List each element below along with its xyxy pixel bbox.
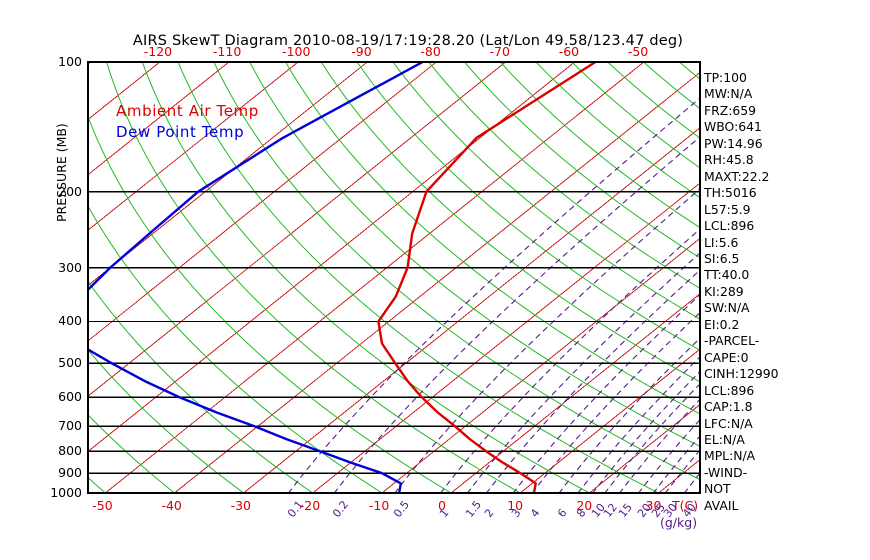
parameter-cinh12990-18: CINH:12990 [704, 366, 779, 382]
x-axis-tick-30: 30 [645, 498, 662, 513]
parameter-cap1.8-20: CAP:1.8 [704, 399, 753, 415]
parameter-frz659-2: FRZ:659 [704, 102, 757, 118]
parameter-swna-14: SW:N/A [704, 300, 750, 316]
legend-dew-point-temp: Dew Point Temp [116, 123, 245, 141]
y-axis-tick-300: 300 [58, 259, 82, 275]
mixing-ratio-title: (g/kg) [660, 515, 698, 530]
x-axis-tick-10: 10 [507, 498, 524, 513]
x-axis-top-tick--70: -70 [489, 44, 510, 59]
x-axis-top-tick--100: -100 [282, 44, 311, 59]
x-axis-tick--40: -40 [161, 498, 182, 513]
parameter-lcl896-19: LCL:896 [704, 382, 755, 398]
x-axis-tick--20: -20 [299, 498, 321, 513]
x-axis-tick--10: -10 [368, 498, 390, 513]
parameter-ki289-13: KI:289 [704, 283, 744, 299]
parameter-l575.9-8: L57:5.9 [704, 201, 751, 217]
parameter-maxt22.2-6: MAXT:22.2 [704, 168, 770, 184]
parameter-elna-22: EL:N/A [704, 431, 745, 447]
x-axis-tick-20: 20 [576, 498, 593, 513]
y-axis-tick-200: 200 [58, 183, 82, 199]
parameter-ei0.2-15: EI:0.2 [704, 316, 740, 332]
sounding-parameter-list: TP:100 MW:N/A FRZ:659 WBO:641 PW:14.96 RH:45.… [704, 70, 854, 514]
parameter-wbo641-3: WBO:641 [704, 119, 762, 135]
parameter-si6.5-11: SI:6.5 [704, 250, 740, 266]
parameter-avail-26: AVAIL [704, 497, 739, 513]
parameter-wind-24: -WIND- [704, 464, 748, 480]
y-axis-tick-600: 600 [58, 389, 82, 405]
y-axis-tick-100: 100 [58, 54, 82, 69]
parameter-cape0-17: CAPE:0 [704, 349, 749, 365]
x-axis-tick--30: -30 [230, 498, 251, 513]
x-axis-top-tick--50: -50 [627, 44, 649, 59]
parameter-pw14.96-4: PW:14.96 [704, 135, 763, 151]
parameter-mplna-23: MPL:N/A [704, 448, 756, 464]
y-axis-title: PRESSURE (MB) [54, 123, 69, 222]
parameter-parcel-16: -PARCEL- [704, 333, 760, 349]
y-axis-tick-700: 700 [58, 418, 82, 434]
parameter-lfcna-21: LFC:N/A [704, 415, 753, 431]
x-axis-title: T(C) [672, 498, 699, 513]
x-axis-top-tick--80: -80 [420, 44, 441, 59]
y-axis-tick-900: 900 [58, 465, 82, 481]
dewpoint-profile-line [88, 62, 424, 493]
y-axis-tick-1000: 1000 [50, 485, 82, 500]
parameter-tt40.0-12: TT:40.0 [704, 267, 750, 283]
y-axis-tick-800: 800 [58, 443, 82, 459]
x-axis-tick--50: -50 [92, 498, 113, 513]
parameter-not-25: NOT [704, 481, 731, 497]
y-axis-tick-500: 500 [58, 355, 82, 371]
parameter-th5016-7: TH:5016 [704, 185, 757, 201]
parameter-tp100-0: TP:100 [704, 70, 747, 85]
parameter-li5.6-10: LI:5.6 [704, 234, 739, 250]
parameter-rh45.8-5: RH:45.8 [704, 152, 754, 168]
x-axis-top-tick--110: -110 [212, 44, 242, 59]
x-axis-top-tick--90: -90 [351, 44, 372, 59]
temperature-profile-line [377, 62, 597, 493]
parameter-mwna-1: MW:N/A [704, 86, 753, 102]
x-axis-top-tick--60: -60 [558, 44, 580, 59]
legend-ambient-air-temp: Ambient Air Temp [116, 102, 259, 120]
page-title: AIRS SkewT Diagram 2010-08-19/17:19:28.2… [132, 33, 684, 49]
y-axis-tick-400: 400 [58, 313, 82, 329]
x-axis-tick-0: 0 [438, 498, 446, 513]
parameter-lcl896-9: LCL:896 [704, 218, 755, 234]
x-axis-top-tick--120: -120 [143, 44, 173, 59]
